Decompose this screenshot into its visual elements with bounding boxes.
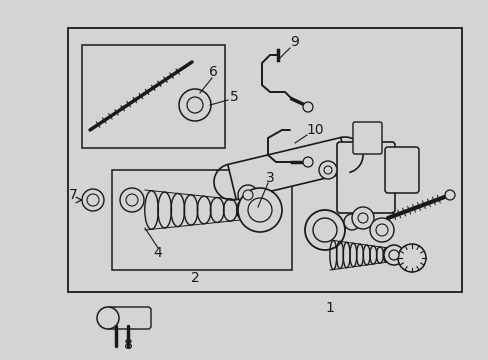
Circle shape <box>120 188 143 212</box>
Circle shape <box>238 188 282 232</box>
Circle shape <box>97 307 119 329</box>
Circle shape <box>444 190 454 200</box>
Circle shape <box>303 157 312 167</box>
Circle shape <box>312 218 336 242</box>
FancyBboxPatch shape <box>336 142 394 213</box>
Text: 8: 8 <box>123 338 132 352</box>
Circle shape <box>305 210 345 250</box>
FancyBboxPatch shape <box>107 307 151 329</box>
Circle shape <box>369 218 393 242</box>
Text: 3: 3 <box>265 171 274 185</box>
Circle shape <box>351 207 373 229</box>
Circle shape <box>383 245 403 265</box>
Text: 2: 2 <box>190 271 199 285</box>
FancyBboxPatch shape <box>352 122 381 154</box>
Text: 4: 4 <box>153 246 162 260</box>
Circle shape <box>238 185 258 205</box>
Circle shape <box>318 161 336 179</box>
Circle shape <box>324 166 331 174</box>
Circle shape <box>388 250 398 260</box>
Text: 7: 7 <box>68 188 77 202</box>
Circle shape <box>87 194 99 206</box>
FancyBboxPatch shape <box>384 147 418 193</box>
Polygon shape <box>227 138 348 199</box>
Circle shape <box>397 244 425 272</box>
Bar <box>68 28 461 292</box>
Bar <box>82 45 224 148</box>
Circle shape <box>303 102 312 112</box>
Bar <box>112 170 291 270</box>
Circle shape <box>126 194 138 206</box>
Text: 1: 1 <box>325 301 334 315</box>
Circle shape <box>343 214 359 230</box>
Circle shape <box>375 224 387 236</box>
Circle shape <box>243 190 252 200</box>
Text: 5: 5 <box>229 90 238 104</box>
Circle shape <box>179 89 210 121</box>
Text: 6: 6 <box>208 65 217 79</box>
Circle shape <box>82 189 104 211</box>
Text: 10: 10 <box>305 123 323 137</box>
Circle shape <box>357 213 367 223</box>
Circle shape <box>186 97 203 113</box>
Circle shape <box>247 198 271 222</box>
Text: 9: 9 <box>290 35 299 49</box>
